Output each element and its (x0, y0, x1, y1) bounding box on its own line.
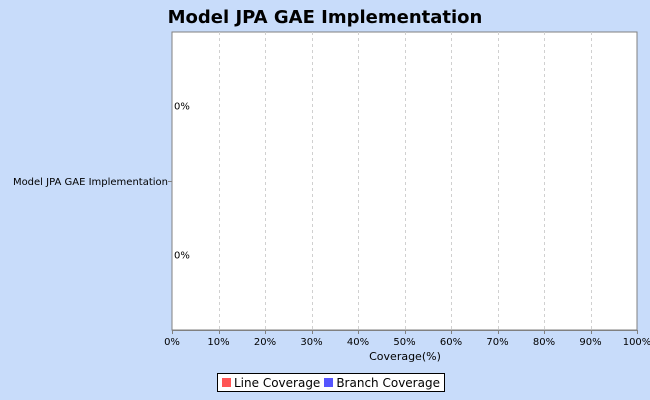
bar-labels: 0% 0% (174, 102, 190, 262)
legend-item-line-coverage: Line Coverage (222, 376, 320, 390)
plot-area (171, 31, 638, 331)
x-tick-label-90: 90% (579, 337, 601, 348)
legend: Line Coverage Branch Coverage (217, 373, 445, 392)
x-tick-label-20: 20% (254, 337, 276, 348)
bar-label-branch-coverage: 0% (174, 251, 190, 262)
x-tick-label-10: 10% (207, 337, 229, 348)
x-tick-label-80: 80% (533, 337, 555, 348)
legend-label-line-coverage: Line Coverage (234, 375, 321, 390)
legend-item-branch-coverage: Branch Coverage (324, 376, 440, 390)
x-axis: 0% 10% 20% 30% 40% 50% 60% 70% 80% 90% 100% (164, 330, 650, 348)
x-tick-label-100: 100% (623, 337, 650, 348)
legend-swatch-branch-coverage (324, 378, 334, 387)
bar-label-line-coverage: 0% (174, 102, 190, 113)
legend-label-branch-coverage: Branch Coverage (336, 375, 440, 390)
gridlines (219, 32, 592, 330)
x-tick-label-40: 40% (347, 337, 369, 348)
x-axis-title: Coverage(%) (369, 350, 441, 363)
category-label: Model JPA GAE Implementation (13, 177, 168, 188)
x-tick-label-50: 50% (393, 337, 415, 348)
x-tick-label-60: 60% (440, 337, 462, 348)
legend-swatch-line-coverage (222, 378, 231, 387)
chart-title: Model JPA GAE Implementation (168, 7, 483, 28)
y-axis: Model JPA GAE Implementation (13, 177, 172, 188)
x-tick-label-30: 30% (300, 337, 322, 348)
x-tick-label-0: 0% (164, 337, 180, 348)
x-tick-label-70: 70% (486, 337, 508, 348)
